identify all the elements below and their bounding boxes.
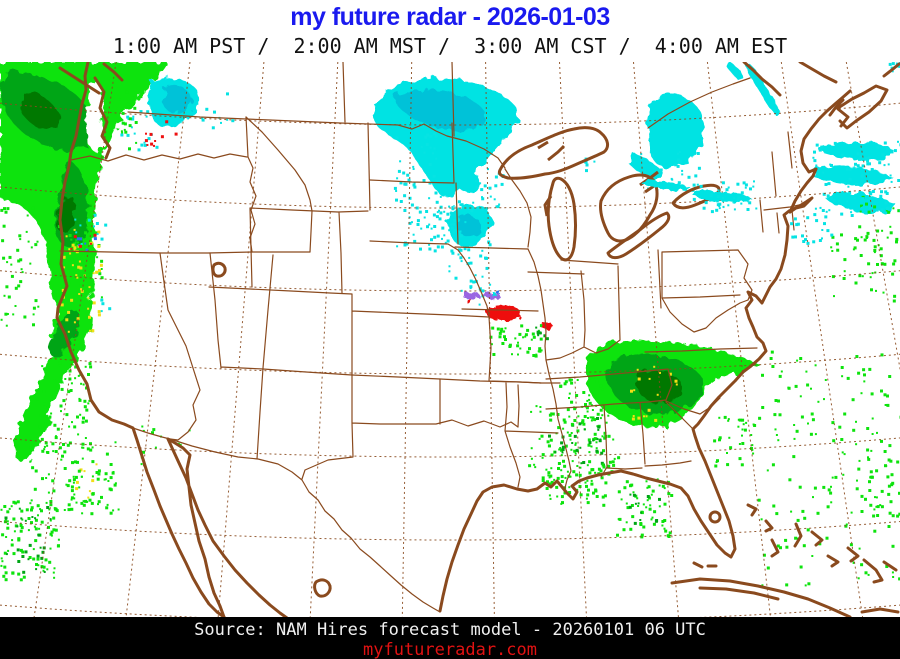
cuba-coast [670,577,900,618]
us-mexico-border [132,427,441,613]
coastline [55,62,900,618]
page-title: my future radar - 2026-01-03 [290,3,610,31]
nova-scotia-coast [828,62,900,130]
radar-blob-newbrunswick-snow [744,62,779,114]
lake-okeechobee [708,510,722,524]
mississippi-river [527,248,572,489]
florida-keys [692,561,718,569]
new-england-coast [788,89,852,214]
great-lakes [211,126,722,598]
timezone-line: 1:00 AM PST / 2:00 AM MST / 3:00 AM CST … [112,34,788,58]
radar-precip-layer [0,62,898,461]
radar-blob-missouri-heavy [485,305,522,321]
puget-sound-vancouver-island [58,62,124,160]
baja-gulf-of-california [166,437,289,618]
lake-erie [606,211,671,260]
source-text: Source: NAM Hires forecast model - 20260… [194,620,706,640]
footer-bar: Source: NAM Hires forecast model - 20260… [0,617,900,659]
radar-speckle-top-layer [692,180,834,245]
state-country-borders [59,62,809,613]
radar-blob-california [13,300,93,461]
lake-superior [497,126,610,180]
radar-intense-layer [463,291,554,330]
radar-blob-ontario-snow [647,94,705,170]
website-link[interactable]: myfutureradar.com [363,640,537,659]
bahamas-islands [746,503,898,584]
us-radar-map [0,62,900,618]
radar-blob-atlantic-snow [820,142,894,160]
gulf-atlantic-coast [438,196,814,613]
map-header: my future radar - 2026-01-03 1:00 AM PST… [0,0,900,62]
lake-michigan [543,176,577,262]
st-lawrence [742,62,838,97]
radar-blob-mix-purple [463,292,481,300]
graticule-grid [0,62,900,618]
pacific-coast [55,62,226,618]
utah-lake-mark [211,261,227,278]
mexico-lagoon-mark [313,578,332,598]
us-canada-border [127,111,506,169]
radar-speckle-layer [0,62,900,587]
